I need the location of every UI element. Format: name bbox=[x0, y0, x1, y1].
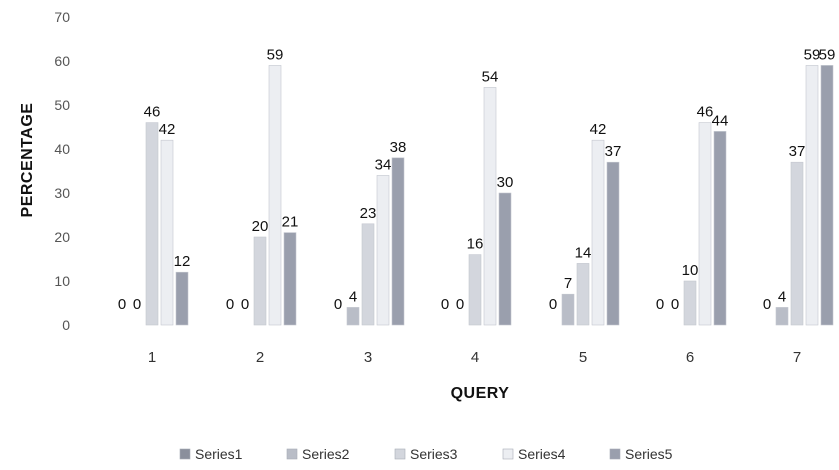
bar bbox=[468, 254, 482, 326]
x-axis-ticks: 1 2 3 4 5 6 7 bbox=[148, 349, 801, 366]
legend-label: Series4 bbox=[518, 446, 566, 462]
data-label: 54 bbox=[482, 68, 499, 85]
data-label: 42 bbox=[590, 121, 607, 138]
y-tick-label: 20 bbox=[54, 229, 70, 245]
y-tick-label: 0 bbox=[62, 317, 70, 333]
bar bbox=[346, 307, 360, 326]
data-label: 16 bbox=[467, 236, 484, 253]
data-label: 44 bbox=[712, 112, 729, 129]
x-tick-label: 2 bbox=[256, 349, 264, 366]
y-tick-label: 50 bbox=[54, 97, 70, 113]
data-label: 0 bbox=[549, 296, 557, 313]
x-tick-label: 7 bbox=[793, 349, 801, 366]
data-label: 0 bbox=[241, 296, 249, 313]
legend-swatch bbox=[179, 448, 191, 460]
data-label: 0 bbox=[456, 296, 464, 313]
data-label: 7 bbox=[564, 275, 572, 292]
bar bbox=[160, 139, 174, 326]
y-axis-title: PERCENTAGE bbox=[19, 103, 36, 218]
data-label: 20 bbox=[252, 218, 269, 235]
bar bbox=[606, 161, 620, 326]
bar bbox=[376, 175, 390, 326]
legend: Series1 Series2 Series3 Series4 Series5 bbox=[179, 446, 673, 462]
data-label: 34 bbox=[375, 156, 392, 173]
data-label: 0 bbox=[118, 296, 126, 313]
data-label: 4 bbox=[778, 288, 786, 305]
legend-label: Series1 bbox=[195, 446, 243, 462]
data-label: 59 bbox=[267, 46, 284, 63]
bar bbox=[820, 65, 834, 326]
data-label: 46 bbox=[697, 104, 714, 121]
y-axis-ticks: 0 10 20 30 40 50 60 70 bbox=[54, 9, 70, 333]
data-label: 59 bbox=[819, 46, 836, 63]
data-label: 4 bbox=[349, 288, 357, 305]
data-label: 23 bbox=[360, 205, 377, 222]
x-tick-label: 6 bbox=[686, 349, 694, 366]
data-label: 0 bbox=[441, 296, 449, 313]
bar bbox=[391, 157, 405, 326]
data-label: 0 bbox=[133, 296, 141, 313]
data-label: 30 bbox=[497, 174, 514, 191]
legend-swatch bbox=[394, 448, 406, 460]
bar bbox=[361, 223, 375, 326]
bar bbox=[790, 161, 804, 326]
y-tick-label: 70 bbox=[54, 9, 70, 25]
bar bbox=[175, 271, 189, 326]
bars bbox=[145, 65, 834, 326]
data-label: 12 bbox=[174, 253, 191, 270]
data-label: 0 bbox=[226, 296, 234, 313]
bar bbox=[576, 263, 590, 326]
bar bbox=[145, 122, 159, 326]
bar bbox=[498, 192, 512, 326]
bar bbox=[483, 87, 497, 326]
x-tick-label: 4 bbox=[471, 349, 479, 366]
y-tick-label: 40 bbox=[54, 141, 70, 157]
data-label: 38 bbox=[390, 139, 407, 156]
x-tick-label: 1 bbox=[148, 349, 156, 366]
bar bbox=[561, 293, 575, 326]
legend-swatch bbox=[609, 448, 621, 460]
x-tick-label: 3 bbox=[364, 349, 372, 366]
data-label: 37 bbox=[605, 143, 622, 160]
data-label: 0 bbox=[656, 296, 664, 313]
data-label: 10 bbox=[682, 262, 699, 279]
legend-label: Series5 bbox=[625, 446, 673, 462]
bar bbox=[698, 122, 712, 326]
data-label: 59 bbox=[804, 46, 821, 63]
x-axis-title: QUERY bbox=[451, 385, 510, 402]
bar bbox=[283, 232, 297, 326]
data-label: 42 bbox=[159, 121, 176, 138]
bar bbox=[268, 65, 282, 326]
x-tick-label: 5 bbox=[579, 349, 587, 366]
data-label: 14 bbox=[575, 244, 592, 261]
data-label: 0 bbox=[334, 296, 342, 313]
y-tick-label: 60 bbox=[54, 53, 70, 69]
legend-swatch bbox=[286, 448, 298, 460]
data-label: 46 bbox=[144, 104, 161, 121]
legend-label: Series3 bbox=[410, 446, 458, 462]
y-tick-label: 10 bbox=[54, 273, 70, 289]
bar bbox=[683, 280, 697, 326]
y-tick-label: 30 bbox=[54, 185, 70, 201]
data-label: 21 bbox=[282, 214, 299, 231]
data-label: 37 bbox=[789, 143, 806, 160]
bar bbox=[713, 131, 727, 326]
bar bbox=[591, 139, 605, 326]
data-label: 0 bbox=[671, 296, 679, 313]
bar bbox=[805, 65, 819, 326]
legend-label: Series2 bbox=[302, 446, 350, 462]
bar bbox=[775, 307, 789, 326]
data-label: 0 bbox=[763, 296, 771, 313]
bar bbox=[253, 236, 267, 326]
legend-swatch bbox=[502, 448, 514, 460]
